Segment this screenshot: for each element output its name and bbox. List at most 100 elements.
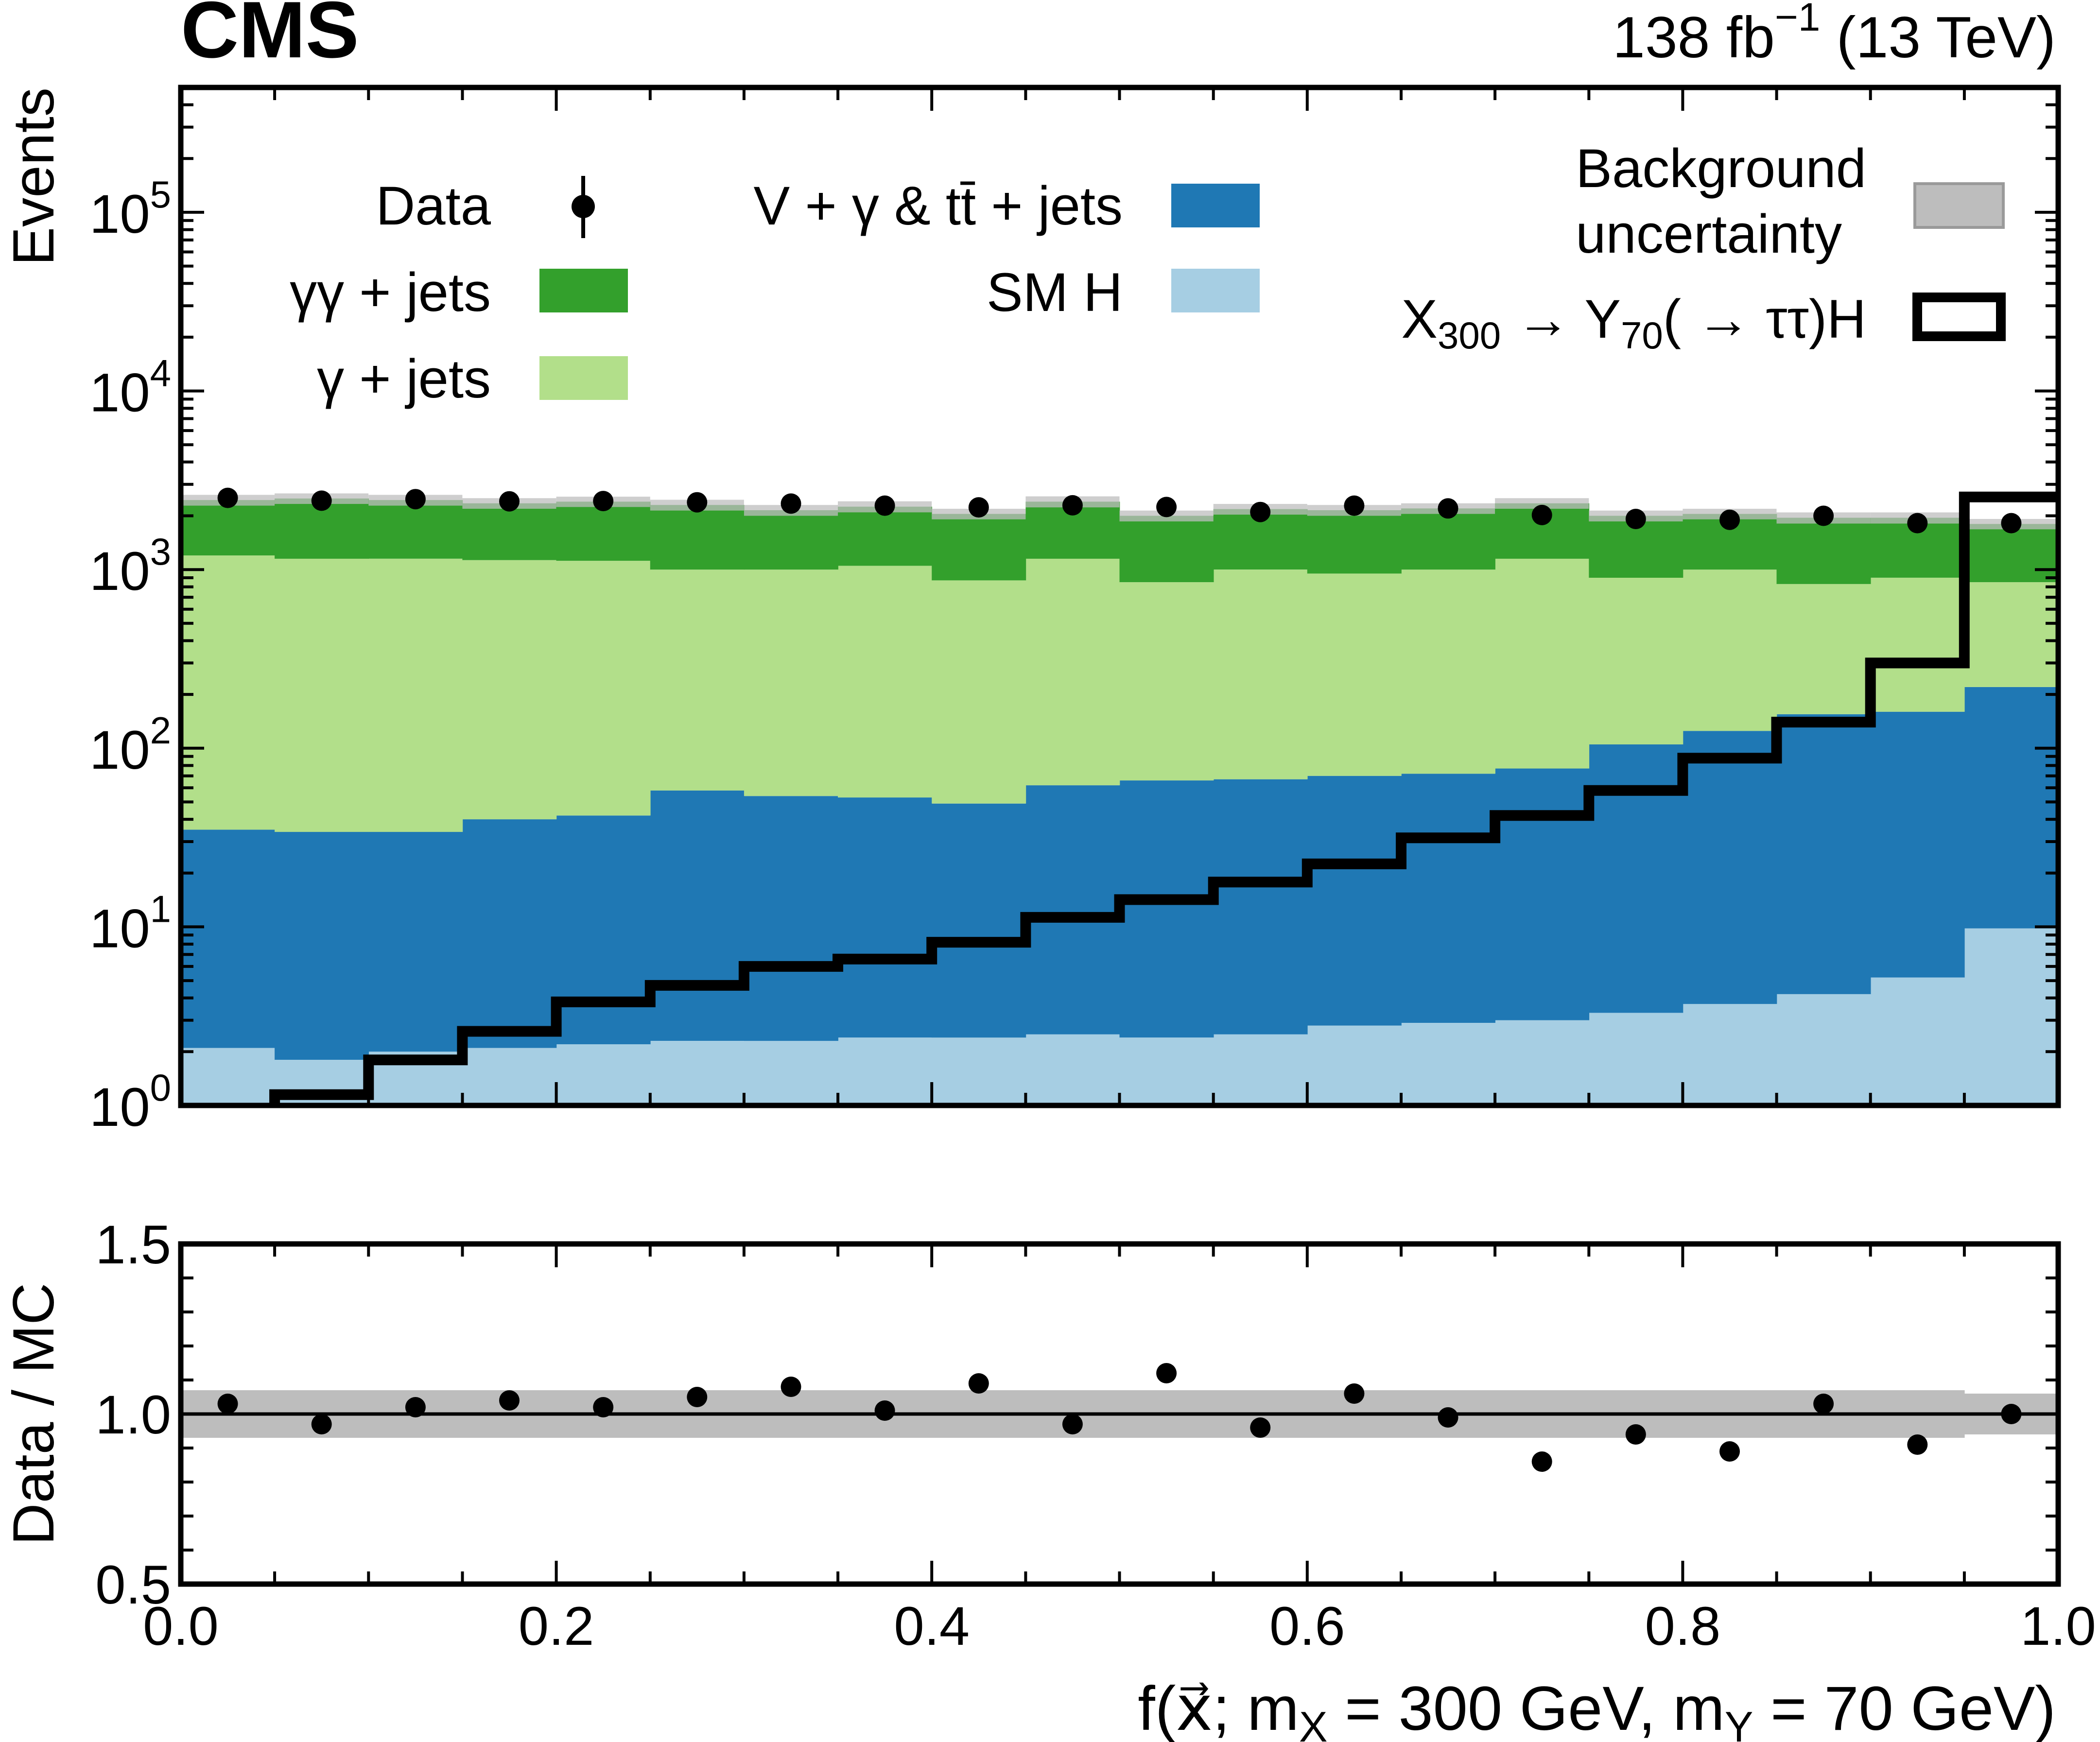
signal-histogram bbox=[269, 491, 2058, 1105]
smh-bar bbox=[1307, 1025, 1402, 1105]
luminosity-exponent: −1 bbox=[1775, 0, 1821, 39]
data-point bbox=[593, 491, 614, 512]
legend-data-label: Data bbox=[376, 175, 491, 236]
vgamma_tt-bar bbox=[1870, 711, 1965, 978]
legend-diphoton-label: γγ + jets bbox=[290, 262, 491, 323]
ratio-panel-data-points bbox=[217, 1363, 2022, 1472]
ratio-point bbox=[1156, 1363, 1177, 1383]
ratio-point bbox=[405, 1397, 426, 1417]
ratio-y-tick-label: 1.0 bbox=[95, 1384, 171, 1445]
y-tick-exponent: 2 bbox=[150, 709, 171, 752]
ratio-point bbox=[217, 1394, 238, 1414]
ratio-point bbox=[1907, 1434, 1928, 1455]
diphoton-bar bbox=[181, 500, 275, 556]
ratio-panel-y-tick-labels: 0.5 1.0 1.5 bbox=[95, 1214, 171, 1615]
luminosity-suffix: (13 TeV) bbox=[1820, 5, 2056, 70]
legend-signal-x: X bbox=[1401, 289, 1438, 349]
gjet-bar bbox=[838, 566, 932, 798]
smh-bar bbox=[744, 1041, 838, 1105]
vgamma_tt-bar bbox=[1495, 768, 1590, 1020]
data-point bbox=[1813, 505, 1834, 526]
y-tick-label: 104 bbox=[89, 352, 171, 423]
luminosity-label: 138 fb−1 (13 TeV) bbox=[1613, 0, 2056, 70]
legend-signal-label: X300 → Y70( → ττ)H bbox=[1401, 289, 1866, 357]
data-point bbox=[405, 489, 426, 510]
ratio-point bbox=[1250, 1417, 1271, 1438]
y-tick-label: 103 bbox=[89, 530, 171, 602]
smh-bar bbox=[1025, 1034, 1120, 1105]
ratio-point bbox=[1813, 1394, 1834, 1414]
gjet-bar bbox=[181, 555, 275, 830]
legend-gjet-swatch bbox=[539, 356, 628, 400]
y-tick-exponent: 4 bbox=[150, 352, 171, 395]
gjet-bar bbox=[650, 569, 745, 791]
legend-signal-y-sub: 70 bbox=[1621, 314, 1663, 357]
vgamma_tt-bar bbox=[556, 815, 651, 1045]
diphoton-bar bbox=[744, 510, 838, 570]
legend-signal-mid: → Y bbox=[1501, 289, 1621, 349]
smh-bar bbox=[181, 1048, 275, 1105]
y-tick-base: 10 bbox=[89, 720, 150, 780]
smh-bar bbox=[1964, 928, 2059, 1105]
main-y-axis-label: Events bbox=[1, 87, 66, 266]
x-tick-label: 0.4 bbox=[894, 1596, 970, 1656]
legend-diphoton-swatch bbox=[539, 269, 628, 312]
gjet-bar bbox=[744, 569, 838, 796]
main-panel-data-points bbox=[217, 487, 2022, 534]
data-point bbox=[1344, 495, 1365, 516]
smh-bar bbox=[1401, 1023, 1495, 1105]
legend-gjet-label: γ + jets bbox=[317, 348, 491, 409]
smh-bar bbox=[1776, 994, 1871, 1105]
x-axis-label-mid: = 300 GeV, m bbox=[1328, 1674, 1725, 1742]
diphoton-bar bbox=[368, 500, 463, 559]
vgamma_tt-bar bbox=[932, 803, 1026, 1038]
y-tick-base: 10 bbox=[89, 541, 150, 602]
diphoton-bar bbox=[556, 501, 651, 561]
ratio-panel-x-tick-labels: 0.0 0.2 0.4 0.6 0.8 1.0 bbox=[143, 1596, 2096, 1656]
vgamma_tt-bar bbox=[650, 790, 745, 1041]
y-tick-base: 10 bbox=[89, 184, 150, 244]
data-point bbox=[1531, 504, 1552, 525]
gjet-bar bbox=[556, 561, 651, 816]
gjet-bar bbox=[1025, 558, 1120, 786]
x-axis-label: f(x⃗; mX = 300 GeV, mY = 70 GeV) bbox=[1138, 1674, 2056, 1742]
legend: Data γγ + jets γ + jets V + γ & tt̄ + je… bbox=[290, 138, 2006, 409]
vgamma_tt-bar bbox=[1964, 687, 2059, 929]
smh-bar bbox=[932, 1037, 1026, 1105]
data-point bbox=[2001, 513, 2022, 534]
y-tick-base: 10 bbox=[89, 1077, 150, 1138]
ratio-point bbox=[311, 1414, 332, 1434]
gjet-bar bbox=[1870, 578, 1965, 712]
y-tick-exponent: 3 bbox=[150, 530, 171, 573]
x-axis-label-sub2: Y bbox=[1725, 1703, 1753, 1742]
ratio-point bbox=[1438, 1407, 1458, 1428]
gjet-bar bbox=[1401, 569, 1495, 774]
data-point bbox=[217, 487, 238, 508]
legend-bkg-unc-line1: Background bbox=[1576, 138, 1866, 199]
y-tick-label: 100 bbox=[89, 1066, 171, 1138]
legend-data-marker bbox=[572, 195, 595, 218]
data-point bbox=[1625, 509, 1646, 529]
smh-bar bbox=[1683, 1004, 1777, 1105]
y-tick-exponent: 1 bbox=[150, 887, 171, 930]
ratio-y-tick-label: 0.5 bbox=[95, 1554, 171, 1615]
data-point bbox=[687, 492, 708, 513]
ratio-point bbox=[687, 1387, 708, 1407]
data-point bbox=[1156, 497, 1177, 517]
gjet-bar bbox=[1589, 578, 1683, 744]
ratio-point bbox=[1531, 1451, 1552, 1472]
y-tick-exponent: 0 bbox=[150, 1066, 171, 1109]
data-point bbox=[968, 497, 989, 518]
ratio-point bbox=[2001, 1404, 2022, 1424]
gjet-bar bbox=[1119, 582, 1214, 781]
y-tick-base: 10 bbox=[89, 898, 150, 959]
vgamma_tt-bar bbox=[462, 819, 557, 1048]
gjet-bar bbox=[275, 558, 369, 832]
vgamma_tt-bar bbox=[744, 796, 838, 1041]
ratio-y-axis-label: Data / MC bbox=[1, 1283, 66, 1545]
diphoton-bar bbox=[1119, 516, 1214, 583]
vgamma_tt-bar bbox=[181, 829, 275, 1048]
x-tick-label: 1.0 bbox=[2020, 1596, 2096, 1656]
smh-bar bbox=[1119, 1037, 1214, 1105]
